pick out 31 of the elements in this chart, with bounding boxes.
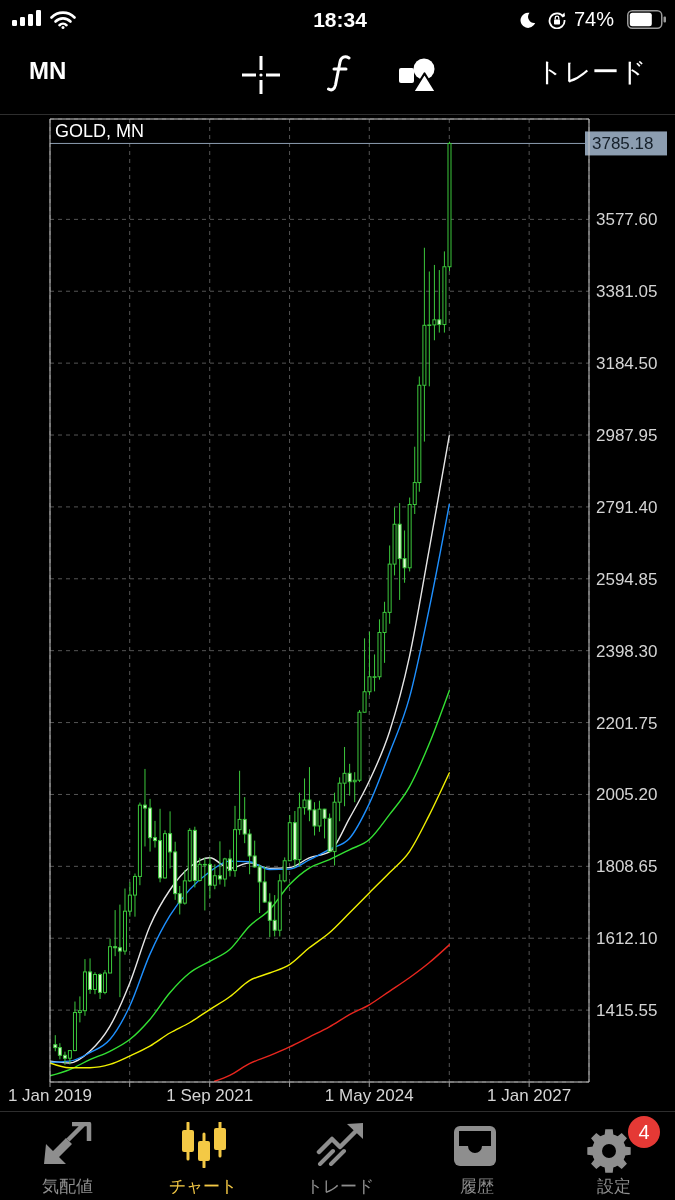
text: 74%: [574, 8, 615, 30]
chart-title: GOLD, MN: [55, 121, 145, 141]
y-tick-label: 2594.85: [596, 569, 658, 589]
x-tick-label: 1 Sep 2021: [166, 1086, 254, 1106]
text: MN: [29, 57, 67, 84]
text: チャート: [168, 1177, 238, 1196]
y-tick-label: 2398.30: [596, 641, 658, 661]
text: トレード: [305, 1177, 375, 1196]
y-tick-label: 1808.65: [596, 857, 658, 877]
line-series: [50, 772, 450, 1069]
x-tick-label: 1 Jan 2019: [7, 1086, 93, 1106]
y-tick-label: 2201.75: [596, 713, 658, 733]
text: 設定: [596, 1177, 632, 1196]
y-tick-label: 2005.20: [596, 785, 658, 805]
text: トレード: [535, 57, 647, 87]
x-tick-label: 1 Jan 2027: [487, 1086, 572, 1106]
y-tick-label: 3381.05: [596, 282, 658, 302]
text: 履歴: [459, 1177, 495, 1196]
y-tick-label: 1415.55: [596, 1001, 658, 1021]
text: 18:34: [312, 8, 368, 31]
text: 気配値: [40, 1177, 94, 1196]
y-tick-label: 1612.10: [596, 929, 658, 949]
y-tick-label: 3184.50: [596, 354, 658, 374]
line-series: [50, 689, 450, 1077]
text: 4: [628, 1116, 660, 1148]
x-tick-label: 1 May 2024: [324, 1086, 414, 1106]
y-tick-label: 3577.60: [596, 210, 658, 230]
ref-line-label: 3785.18: [592, 134, 654, 154]
y-tick-label: 2791.40: [596, 497, 658, 517]
y-tick-label: 2987.95: [596, 426, 658, 446]
line-series: [213, 944, 450, 1082]
